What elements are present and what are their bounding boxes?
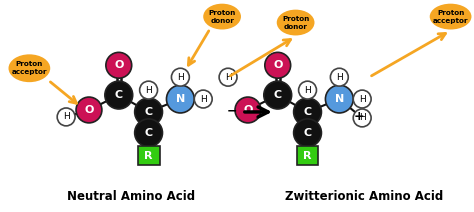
Circle shape <box>135 98 163 126</box>
Text: C: C <box>115 90 123 100</box>
Text: H: H <box>359 95 365 103</box>
Text: H: H <box>359 113 365 122</box>
Text: C: C <box>273 90 282 100</box>
Text: acceptor: acceptor <box>12 69 47 75</box>
Text: O: O <box>243 105 253 115</box>
Text: −: − <box>227 105 237 117</box>
Text: H: H <box>200 95 207 103</box>
Ellipse shape <box>277 10 314 35</box>
Circle shape <box>140 81 157 99</box>
Circle shape <box>293 119 321 147</box>
Text: donor: donor <box>210 18 234 24</box>
Text: donor: donor <box>283 24 308 29</box>
Circle shape <box>353 109 371 127</box>
Text: R: R <box>303 151 312 161</box>
Ellipse shape <box>203 4 241 29</box>
Text: acceptor: acceptor <box>433 18 468 24</box>
Circle shape <box>57 108 75 126</box>
Ellipse shape <box>9 54 50 82</box>
Text: R: R <box>145 151 153 161</box>
Text: Zwitterionic Amino Acid: Zwitterionic Amino Acid <box>285 190 443 203</box>
Text: Proton: Proton <box>209 10 236 16</box>
Text: C: C <box>145 107 153 117</box>
Text: O: O <box>273 60 283 70</box>
Circle shape <box>105 81 133 109</box>
Text: Proton: Proton <box>282 15 310 22</box>
Ellipse shape <box>430 4 472 29</box>
Text: Proton: Proton <box>437 10 464 16</box>
Circle shape <box>135 119 163 147</box>
Circle shape <box>265 52 291 78</box>
Text: H: H <box>225 73 231 82</box>
Circle shape <box>166 85 194 113</box>
Text: Neutral Amino Acid: Neutral Amino Acid <box>67 190 195 203</box>
Text: N: N <box>335 94 344 104</box>
Circle shape <box>76 97 102 123</box>
Text: H: H <box>304 86 311 95</box>
Circle shape <box>353 90 371 108</box>
Circle shape <box>235 97 261 123</box>
Circle shape <box>330 68 348 86</box>
Text: N: N <box>176 94 185 104</box>
Text: C: C <box>303 107 311 117</box>
Bar <box>297 146 319 165</box>
Circle shape <box>106 52 132 78</box>
Bar <box>137 146 160 165</box>
Circle shape <box>293 98 321 126</box>
Text: H: H <box>145 86 152 95</box>
Circle shape <box>194 90 212 108</box>
Circle shape <box>326 85 353 113</box>
Text: C: C <box>303 128 311 138</box>
Text: Proton: Proton <box>16 61 43 67</box>
Text: H: H <box>177 73 184 82</box>
Text: C: C <box>145 128 153 138</box>
Text: O: O <box>114 60 123 70</box>
Text: H: H <box>336 73 343 82</box>
Text: +: + <box>354 110 365 123</box>
Circle shape <box>264 81 292 109</box>
Circle shape <box>172 68 189 86</box>
Circle shape <box>299 81 317 99</box>
Circle shape <box>219 68 237 86</box>
Text: H: H <box>63 112 70 121</box>
Text: O: O <box>84 105 94 115</box>
